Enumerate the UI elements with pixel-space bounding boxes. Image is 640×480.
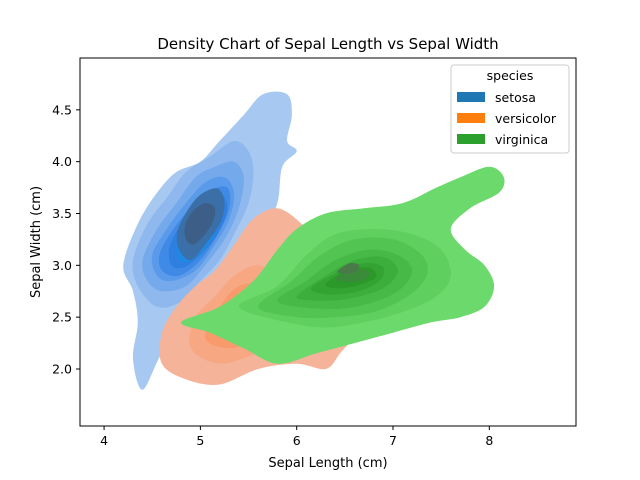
series-setosa	[123, 91, 297, 390]
virginica-density-level-8	[334, 269, 370, 283]
x-tick-label: 6	[293, 433, 301, 448]
x-axis: 4 5 6 7 8	[100, 426, 493, 448]
legend-label: virginica	[495, 132, 548, 147]
virginica-density-level-9	[337, 262, 360, 274]
legend-swatch	[457, 113, 485, 123]
legend-label: versicolor	[495, 111, 557, 126]
legend-item-virginica: virginica	[457, 132, 548, 147]
plot-frame	[79, 57, 577, 427]
legend-swatch	[457, 92, 485, 102]
x-tick-label: 4	[100, 433, 108, 448]
legend-swatch	[457, 134, 485, 144]
legend-item-setosa: setosa	[457, 90, 536, 105]
series-virginica	[181, 166, 505, 364]
x-axis-label: Sepal Length (cm)	[268, 456, 387, 471]
x-tick-label: 7	[389, 433, 397, 448]
legend: species setosa versicolor virginica	[450, 64, 570, 154]
y-axis: 2.0 2.5 3.0 3.5 4.0 4.5	[52, 102, 80, 376]
x-tick-label: 5	[196, 433, 204, 448]
plot-area	[123, 91, 505, 390]
legend-label: setosa	[495, 90, 536, 105]
y-tick-label: 4.5	[52, 102, 72, 117]
y-tick-label: 3.0	[52, 258, 72, 273]
y-axis-label: Sepal Width (cm)	[29, 186, 44, 298]
setosa-density-level-9	[184, 203, 216, 245]
y-tick-label: 4.0	[52, 154, 72, 169]
legend-item-versicolor: versicolor	[457, 111, 557, 126]
y-tick-label: 2.0	[52, 361, 72, 376]
chart-title: Density Chart of Sepal Length vs Sepal W…	[157, 35, 498, 53]
x-tick-label: 8	[485, 433, 493, 448]
legend-title: species	[487, 68, 534, 83]
y-tick-label: 3.5	[52, 206, 72, 221]
y-tick-label: 2.5	[52, 310, 72, 325]
legend-box	[450, 64, 570, 154]
